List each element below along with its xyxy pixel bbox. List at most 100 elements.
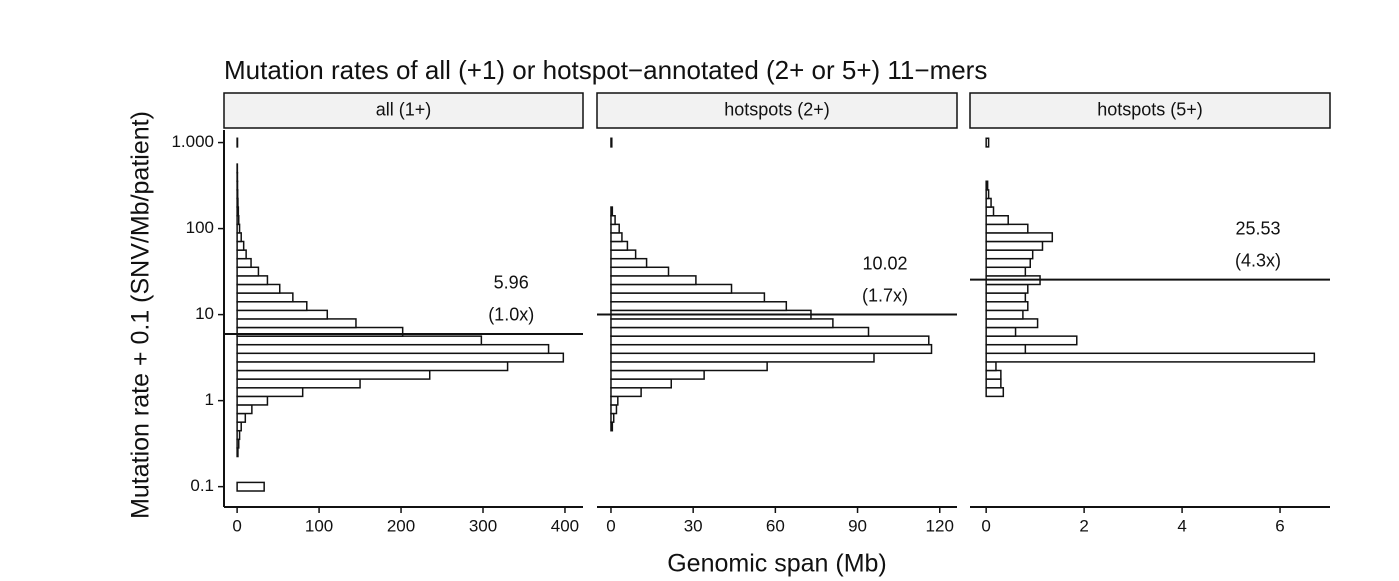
- bar: [610, 352, 875, 363]
- bar: [610, 257, 648, 269]
- bar: [985, 215, 1009, 226]
- ratio-label: (4.3x): [1235, 250, 1281, 270]
- bar: [236, 266, 260, 277]
- bar: [236, 438, 240, 449]
- bar: [610, 249, 637, 260]
- bar: [610, 275, 697, 286]
- x-tick-label: 0: [232, 516, 241, 535]
- bar: [236, 421, 242, 432]
- bar: [985, 292, 1027, 303]
- bar: [985, 378, 1002, 389]
- facet-strip: [596, 92, 958, 129]
- bar: [236, 335, 483, 346]
- bar: [985, 318, 1039, 329]
- x-tick-label: 0: [981, 516, 990, 535]
- bar: [610, 266, 670, 277]
- bar: [236, 369, 431, 380]
- bar: [985, 266, 1027, 277]
- x-tick-label: 400: [551, 516, 579, 535]
- bar: [236, 412, 247, 423]
- x-tick-label: 300: [469, 516, 497, 535]
- bar: [610, 292, 766, 303]
- bar: [985, 301, 1029, 312]
- bar: [985, 257, 1031, 269]
- bar: [236, 189, 239, 200]
- bar: [610, 387, 642, 398]
- bar: [610, 378, 672, 389]
- bar: [236, 361, 509, 372]
- ratio-label: (1.7x): [862, 285, 908, 305]
- bar: [610, 361, 768, 372]
- y-axis-label: Mutation rate + 0.1 (SNV/Mb/patient): [127, 111, 155, 519]
- bar: [610, 137, 613, 148]
- chart-title: Mutation rates of all (+1) or hotspot−an…: [224, 55, 987, 85]
- bar: [985, 283, 1029, 294]
- bar: [236, 352, 565, 363]
- bar: [236, 481, 265, 492]
- x-tick-label: 4: [1177, 516, 1186, 535]
- bar: [236, 223, 241, 234]
- bar: [985, 343, 1027, 355]
- bar: [236, 206, 240, 217]
- x-tick-label: 0: [606, 516, 615, 535]
- bar: [985, 335, 1078, 346]
- bar: [236, 275, 269, 286]
- bar: [985, 189, 990, 200]
- x-axis-label: Genomic span (Mb): [667, 550, 887, 578]
- bar: [236, 343, 550, 355]
- bar: [236, 447, 239, 458]
- bar: [610, 232, 623, 243]
- bar: [610, 343, 933, 355]
- bar: [236, 387, 304, 398]
- facet-strip: [969, 92, 1331, 129]
- bar: [985, 223, 1029, 234]
- bar: [610, 335, 930, 346]
- bar: [610, 215, 616, 226]
- bar: [236, 292, 294, 303]
- x-tick-label: 120: [926, 516, 954, 535]
- facet-label: all (1+): [376, 99, 432, 119]
- facet-strip: [223, 92, 584, 129]
- bar: [610, 412, 615, 423]
- bar: [236, 429, 241, 441]
- bar: [610, 240, 629, 251]
- bar: [985, 197, 992, 208]
- bar: [985, 326, 1017, 337]
- bar: [610, 206, 614, 217]
- y-tick-label: 1.000: [171, 132, 214, 151]
- bar: [985, 206, 995, 217]
- bar: [610, 369, 705, 380]
- bar: [236, 309, 329, 320]
- x-tick-label: 100: [305, 516, 333, 535]
- bar: [236, 240, 245, 251]
- mean-label: 5.96: [494, 273, 529, 293]
- bar: [985, 387, 1005, 398]
- bar: [236, 395, 269, 406]
- x-tick-label: 200: [387, 516, 415, 535]
- ratio-label: (1.0x): [488, 305, 534, 325]
- facet-label: hotspots (2+): [724, 99, 830, 119]
- bar: [610, 395, 619, 406]
- x-tick-label: 2: [1079, 516, 1088, 535]
- x-tick-label: 60: [766, 516, 785, 535]
- bar: [985, 180, 989, 191]
- bar: [985, 137, 990, 148]
- bar: [610, 283, 733, 294]
- y-tick-label: 0.1: [190, 476, 214, 495]
- bar: [236, 404, 253, 415]
- bar: [985, 369, 1002, 380]
- bar: [236, 215, 240, 226]
- bar: [610, 223, 620, 234]
- bar: [610, 301, 788, 312]
- bar: [236, 197, 239, 208]
- facet-label: hotspots (5+): [1097, 99, 1203, 119]
- x-tick-label: 30: [684, 516, 703, 535]
- bar: [236, 318, 357, 329]
- y-tick-label: 1: [205, 390, 214, 409]
- bar: [610, 326, 870, 337]
- bar: [985, 232, 1054, 243]
- bar: [985, 240, 1044, 251]
- bar: [610, 404, 618, 415]
